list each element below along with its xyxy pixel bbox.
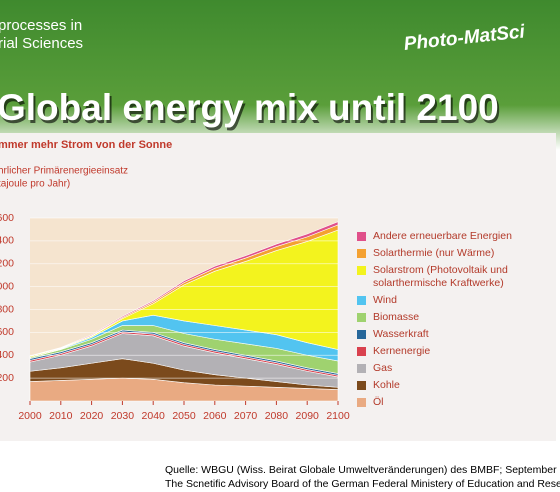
legend-swatch xyxy=(357,347,366,356)
y-tick-label: 1400 xyxy=(0,235,14,247)
x-tick-label: 2050 xyxy=(172,410,196,422)
legend-label: Biomasse xyxy=(373,311,420,323)
legend-item: Wasserkraft xyxy=(357,328,517,341)
x-tick-label: 2090 xyxy=(296,410,320,422)
slide-title: Global energy mix until 2100 xyxy=(0,87,499,128)
y-tick-label: 600 xyxy=(0,326,14,338)
x-tick-label: 2020 xyxy=(80,410,104,422)
legend-label: Kohle xyxy=(373,379,400,391)
title-shadow: Global energy mix until 2100 xyxy=(0,90,501,131)
x-tick-label: 2000 xyxy=(18,410,42,422)
x-tick-label: 2100 xyxy=(326,410,350,422)
legend-label: Gas xyxy=(373,362,393,374)
legend-label: Kernenergie xyxy=(373,345,431,357)
y-tick-label: 1200 xyxy=(0,258,14,270)
x-tick-label: 2010 xyxy=(49,410,73,422)
y-tick-label: 1600 xyxy=(0,212,14,224)
y-tick-label: 400 xyxy=(0,349,14,361)
legend-swatch xyxy=(357,398,366,407)
legend-swatch xyxy=(357,249,366,258)
legend-label: Öl xyxy=(373,396,384,408)
legend-swatch xyxy=(357,381,366,390)
legend-swatch xyxy=(357,330,366,339)
legend: Andere erneuerbare Energien Solarthermie … xyxy=(357,230,517,413)
legend-label: Solarstrom (Photovoltaik und solarthermi… xyxy=(373,264,508,289)
x-tick-label: 2060 xyxy=(203,410,227,422)
x-tick-label: 2080 xyxy=(265,410,289,422)
legend-label: Solarthermie (nur Wärme) xyxy=(373,247,495,259)
area xyxy=(29,221,339,357)
chart-subtitle: mmer mehr Strom von der Sonne xyxy=(0,139,172,151)
legend-item: Wind xyxy=(357,294,517,307)
legend-item: Andere erneuerbare Energien xyxy=(357,230,517,243)
y-tick-label: 800 xyxy=(0,303,14,315)
legend-item: Kohle xyxy=(357,379,517,392)
legend-item: Biomasse xyxy=(357,311,517,324)
legend-label: Andere erneuerbare Energien xyxy=(373,230,512,242)
source-line: The Scnetific Advisory Board of the Germ… xyxy=(165,478,560,490)
plot: 200 400 600 800 1000 1200 1400 1600 2000 2010 2020… xyxy=(0,212,350,422)
x-tick-label: 2030 xyxy=(111,410,135,422)
header-line: processes in xyxy=(0,17,82,34)
legend-swatch xyxy=(357,364,366,373)
y-label: hrlicher Primärenergieeinsatz xyxy=(0,166,128,177)
source-line: Quelle: WBGU (Wiss. Beirat Globale Umwel… xyxy=(165,464,557,476)
y-tick-label: 1000 xyxy=(0,280,14,292)
x-tick-label: 2070 xyxy=(234,410,258,422)
legend-swatch xyxy=(357,313,366,322)
legend-item: Öl xyxy=(357,396,517,409)
legend-item: Gas xyxy=(357,362,517,375)
y-tick-label: 200 xyxy=(0,372,14,384)
legend-swatch xyxy=(357,266,366,275)
legend-label: Wasserkraft xyxy=(373,328,429,340)
legend-item: Kernenergie xyxy=(357,345,517,358)
y-label: tajoule pro Jahr) xyxy=(0,179,70,190)
legend-swatch xyxy=(357,232,366,241)
legend-swatch xyxy=(357,296,366,305)
header-line: rial Sciences xyxy=(0,35,83,52)
legend-item: Solarthermie (nur Wärme) xyxy=(357,247,517,260)
legend-label: Wind xyxy=(373,294,397,306)
header-band xyxy=(0,0,560,150)
x-tick-label: 2040 xyxy=(142,410,166,422)
legend-item: Solarstrom (Photovoltaik und solarthermi… xyxy=(357,264,517,290)
